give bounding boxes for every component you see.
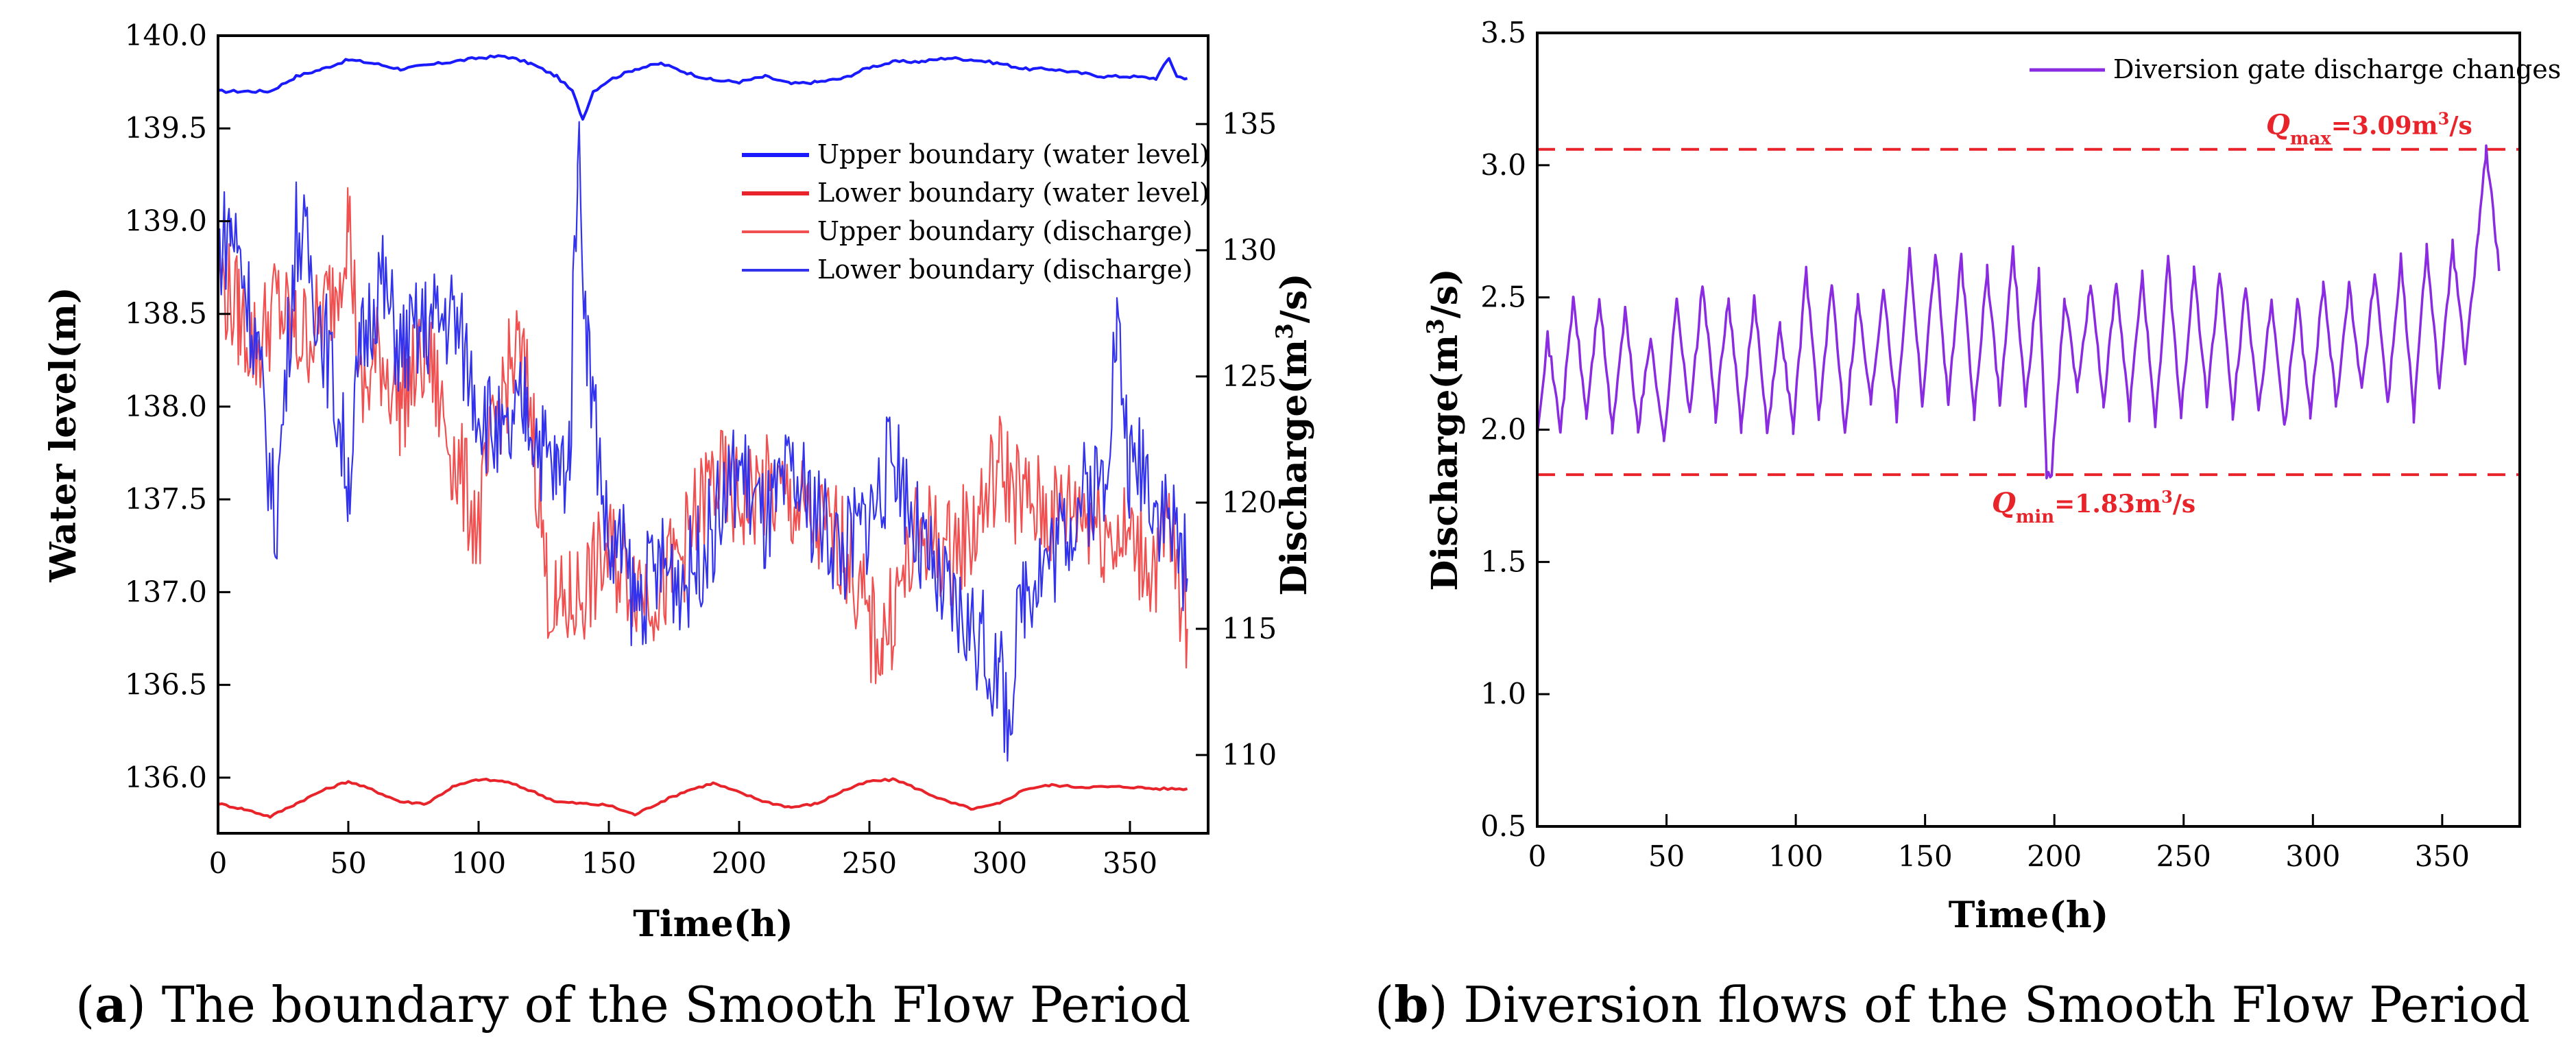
- panel-a-right-tick-label: 110: [1222, 738, 1277, 772]
- legend-label-lower-boundary-discharge: Lower boundary (discharge): [817, 254, 1192, 285]
- panel-a-right-tick-label: 120: [1222, 486, 1277, 519]
- panel-a-right-tick-label: 125: [1222, 359, 1277, 393]
- panel-a-left-tick-label: 137.0: [125, 575, 207, 608]
- panel-a-plot-frame: [217, 34, 1209, 835]
- panel-a-left-tick-label: 139.5: [125, 111, 207, 145]
- panel-a-left-tick-label: 140.0: [125, 19, 207, 52]
- panel-b-y-tick-label: 3.5: [1480, 16, 1526, 49]
- panel-b-x-tick-label: 350: [2415, 839, 2470, 873]
- panel-b-y-tick-label: 2.5: [1480, 281, 1526, 314]
- panel-a-series-layer: [217, 54, 1188, 819]
- panel-a-x-tick-label: 0: [209, 846, 228, 880]
- panel-a-x-tick-label: 300: [972, 846, 1027, 880]
- panel-b-series-layer: [1536, 144, 2501, 480]
- panel-a-left-tick-label: 136.5: [125, 668, 207, 702]
- panel-a-x-tick-label: 200: [712, 846, 767, 880]
- legend-label-diversion: Diversion gate discharge changes: [2113, 54, 2561, 84]
- panel-a-right-tick-label: 115: [1222, 612, 1277, 645]
- series-line-diversion-gate-discharge-changes: [1536, 144, 2501, 480]
- panel-a-x-tick-label: 100: [451, 846, 506, 880]
- series-line-upper-boundary-water-level: [217, 54, 1188, 121]
- panel-b-y-tick-label: 2.0: [1480, 413, 1526, 446]
- panel-b-legend: Diversion gate discharge changes: [2030, 54, 2561, 84]
- series-line-lower-boundary-discharge: [217, 121, 1188, 762]
- panel-b-y-axis-title: Discharge(m3/s): [1422, 268, 1466, 590]
- caption-a: (a) The boundary of the Smooth Flow Peri…: [75, 975, 1191, 1034]
- panel-a-x-axis-title: Time(h): [633, 903, 793, 945]
- panel-a-right-axis-title: Discharge(m3/s): [1271, 273, 1315, 595]
- panel-a-left-axis-title: Water level(m): [43, 287, 84, 582]
- legend-label-upper-boundary-discharge: Upper boundary (discharge): [817, 216, 1192, 246]
- panel-b-x-axis-title: Time(h): [1949, 894, 2109, 936]
- panel-b-x-tick-label: 50: [1648, 839, 1685, 873]
- panel-a-x-tick-label: 350: [1103, 846, 1157, 880]
- legend-label-upper-boundary-water-level: Upper boundary (water level): [817, 139, 1209, 169]
- panel-b-x-tick-label: 0: [1528, 839, 1547, 873]
- panel-b-ticks: 0 50 100 150 200 250 300 350 0.5 1.0 1.5 2.0 2.5 3.0 3…: [1480, 16, 2470, 873]
- reference-label-min: Qmin=1.83m3/s: [1992, 487, 2195, 528]
- panel-a-right-tick-label: 130: [1222, 233, 1277, 267]
- panel-a-right-tick-label: 135: [1222, 107, 1277, 141]
- panel-b-x-tick-label: 200: [2027, 839, 2082, 873]
- panel-b-y-tick-label: 3.0: [1480, 148, 1526, 182]
- panel-a-left-tick-label: 136.0: [125, 761, 207, 794]
- panel-b-x-tick-label: 250: [2156, 839, 2211, 873]
- panel-a-ticks: 0 50 100 150 200 250 300 350 136.0 136.5 137.0 137.…: [125, 19, 1277, 880]
- caption-b-text: ) Diversion flows of the Smooth Flow Per…: [1428, 976, 2530, 1034]
- panel-a-left-tick-label: 139.0: [125, 204, 207, 237]
- panel-a-x-tick-label: 50: [330, 846, 366, 880]
- panel-a-legend: Upper boundary (water level) Lower bounda…: [742, 139, 1209, 285]
- panel-b-chart: Qmax=3.09m3/s Qmin=1.83m3/s 0 50 100 150 200 2…: [1422, 16, 2561, 936]
- panel-b-reference-lines: Qmax=3.09m3/s Qmin=1.83m3/s: [1537, 108, 2520, 527]
- legend-label-lower-boundary-water-level: Lower boundary (water level): [817, 178, 1209, 208]
- panel-b-x-tick-label: 300: [2285, 839, 2340, 873]
- panel-a-left-tick-label: 138.0: [125, 390, 207, 423]
- panel-a-left-tick-label: 138.5: [125, 297, 207, 331]
- panel-b-x-tick-label: 100: [1768, 839, 1823, 873]
- panel-a-x-tick-label: 150: [581, 846, 636, 880]
- panel-a-chart: 0 50 100 150 200 250 300 350 136.0 136.5 137.0 137.…: [43, 19, 1315, 945]
- panel-b-y-tick-label: 1.0: [1480, 677, 1526, 711]
- panel-b-y-tick-label: 1.5: [1480, 545, 1526, 578]
- panel-b-y-tick-label: 0.5: [1480, 809, 1526, 843]
- series-line-lower-boundary-water-level: [217, 777, 1188, 819]
- panel-a-left-tick-label: 137.5: [125, 482, 207, 516]
- caption-a-text: ) The boundary of the Smooth Flow Period: [127, 976, 1191, 1034]
- reference-label-max: Qmax=3.09m3/s: [2266, 108, 2472, 150]
- caption-a-letter: a: [95, 975, 127, 1034]
- caption-b-letter: b: [1394, 975, 1428, 1034]
- caption-b: (b) Diversion flows of the Smooth Flow P…: [1375, 975, 2530, 1034]
- panel-b-plot-frame: [1536, 32, 2521, 828]
- panel-a-x-tick-label: 250: [842, 846, 897, 880]
- panel-b-x-tick-label: 150: [1898, 839, 1953, 873]
